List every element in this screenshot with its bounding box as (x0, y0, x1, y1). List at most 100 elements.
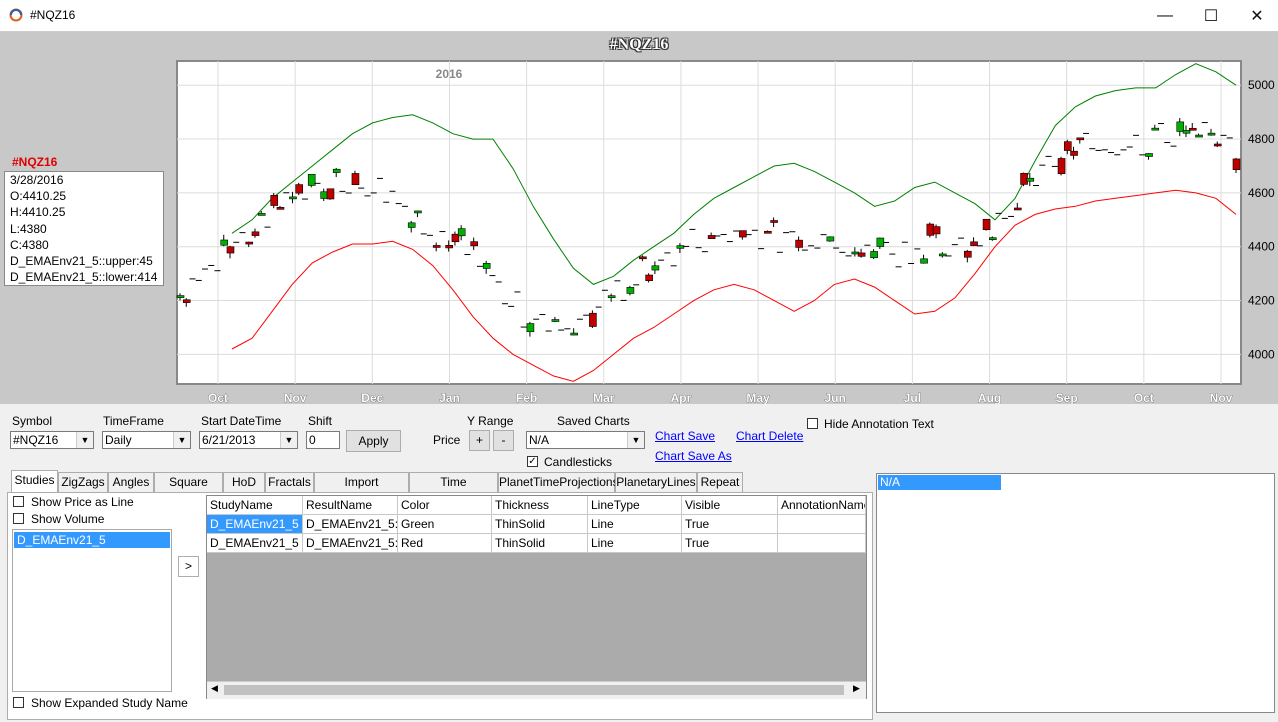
price-label: Price (433, 433, 461, 447)
annotation-list[interactable]: N/A (876, 473, 1275, 713)
grid-cell[interactable]: Red (398, 534, 492, 553)
x-tick-label: Nov (1210, 391, 1233, 404)
show-volume-checkbox[interactable] (13, 513, 24, 524)
grid-cell[interactable]: D_EMAEnv21_5 (207, 515, 303, 534)
tab-time-projections[interactable]: Time Projections (409, 472, 498, 507)
candle-body (1057, 158, 1066, 175)
chevron-down-icon: ▼ (280, 432, 297, 448)
grid-cell[interactable]: Line (588, 515, 682, 534)
grid-col-resultname[interactable]: ResultName (303, 496, 398, 515)
price-chart[interactable]: 5000 4800 4600 4400 4200 4000 Oct Nov Dec Jan Feb M… (0, 32, 1278, 404)
tab-import-ephemeris[interactable]: Import Ephemeris (314, 472, 409, 507)
candle-body (970, 241, 978, 246)
saved-charts-select[interactable]: N/A ▼ (526, 431, 645, 449)
grid-col-studyname[interactable]: StudyName (207, 496, 303, 515)
chart-save-as-link[interactable]: Chart Save As (655, 449, 732, 463)
studies-grid[interactable]: StudyName ResultName Color Thickness Lin… (206, 495, 867, 699)
grid-cell[interactable]: ThinSolid (492, 534, 588, 553)
show-price-line-checkbox[interactable] (13, 496, 24, 507)
chart-delete-link[interactable]: Chart Delete (736, 429, 804, 443)
x-tick-label: Oct (208, 391, 228, 404)
start-datetime-picker[interactable]: 6/21/2013 ▼ (199, 431, 298, 449)
grid-cell[interactable]: D_EMAEnv21_5::u (303, 515, 398, 534)
candle-body (1026, 177, 1035, 182)
chevron-down-icon: ▼ (627, 432, 644, 448)
yrange-label: Y Range (467, 414, 514, 428)
databox-date: 3/28/2016 (10, 173, 64, 187)
x-tick-label: Mar (593, 391, 615, 404)
tab-studies[interactable]: Studies (11, 470, 58, 493)
tab-planet-time-projections[interactable]: PlanetTimeProjections (498, 472, 619, 492)
tab-repeat[interactable]: Repeat (697, 472, 743, 492)
grid-cell[interactable]: D_EMAEnv21_5 (207, 534, 303, 553)
show-expanded-checkbox[interactable] (13, 697, 24, 708)
close-button[interactable]: ✕ (1250, 7, 1264, 25)
table-row[interactable]: D_EMAEnv21_5 D_EMAEnv21_5::u Green ThinS… (207, 515, 866, 534)
symbol-value: #NQZ16 (13, 433, 59, 447)
grid-cell[interactable] (778, 534, 866, 553)
scroll-right-icon[interactable]: ▶ (853, 683, 860, 693)
timeframe-select[interactable]: Daily ▼ (102, 431, 191, 449)
grid-col-visible[interactable]: Visible (682, 496, 778, 515)
tab-hod[interactable]: HoD (223, 472, 265, 492)
candle-body (639, 256, 647, 260)
grid-col-annotationname[interactable]: AnnotationName (778, 496, 866, 515)
tab-angles[interactable]: Angles (108, 472, 154, 492)
grid-cell[interactable]: ThinSolid (492, 515, 588, 534)
grid-cell[interactable]: True (682, 515, 778, 534)
grid-cell[interactable]: D_EMAEnv21_5::lo (303, 534, 398, 553)
grid-cell[interactable] (778, 515, 866, 534)
tab-zigzags[interactable]: ZigZags (58, 472, 108, 492)
candle-body (526, 323, 535, 333)
candle-body (1014, 207, 1022, 211)
y-tick-label: 4200 (1248, 294, 1275, 308)
candlesticks-label: Candlesticks (544, 455, 613, 469)
candle-body (1063, 141, 1072, 151)
candle-body (270, 195, 279, 206)
symbol-select[interactable]: #NQZ16 ▼ (10, 431, 94, 449)
hide-annotation-checkbox[interactable] (807, 418, 818, 429)
grid-col-thickness[interactable]: Thickness (492, 496, 588, 515)
grid-col-color[interactable]: Color (398, 496, 492, 515)
tab-fractals[interactable]: Fractals (265, 472, 314, 492)
shift-input[interactable]: 0 (306, 431, 340, 449)
grid-cell[interactable]: True (682, 534, 778, 553)
tab-planetary-lines[interactable]: PlanetaryLines (615, 472, 697, 492)
scroll-left-icon[interactable]: ◀ (211, 683, 218, 693)
candle-body (607, 295, 616, 298)
timeframe-label: TimeFrame (103, 414, 164, 428)
candle-body (1188, 127, 1197, 131)
candle-body (414, 210, 422, 214)
grid-cell[interactable]: Green (398, 515, 492, 534)
table-row[interactable]: D_EMAEnv21_5 D_EMAEnv21_5::lo Red ThinSo… (207, 534, 866, 553)
yrange-plus-button[interactable]: + (469, 430, 490, 451)
candle-body (645, 274, 653, 282)
start-datetime-value: 6/21/2013 (202, 433, 256, 447)
add-study-button[interactable]: > (178, 556, 199, 577)
grid-cell[interactable]: Line (588, 534, 682, 553)
grid-col-linetype[interactable]: LineType (588, 496, 682, 515)
candle-body (351, 173, 360, 186)
annotation-list-item[interactable]: N/A (878, 475, 1001, 490)
saved-charts-value: N/A (529, 433, 550, 447)
studies-list-item[interactable]: D_EMAEnv21_5 (14, 532, 170, 548)
minimize-button[interactable]: — (1157, 6, 1173, 24)
candle-body (1076, 137, 1085, 141)
window-titlebar: #NQZ16 — ☐ ✕ (0, 0, 1278, 32)
chart-save-link[interactable]: Chart Save (655, 429, 716, 443)
candle-body (1213, 143, 1222, 147)
symbol-label: Symbol (12, 414, 53, 428)
tab-square-outs[interactable]: Square Outs (154, 472, 223, 507)
candle-body (1145, 153, 1153, 157)
studies-list[interactable]: D_EMAEnv21_5 (12, 529, 172, 692)
apply-button[interactable]: Apply (346, 430, 401, 452)
candle-body (289, 196, 297, 200)
grid-scrollbar[interactable]: ◀ ▶ (207, 681, 866, 699)
x-tick-label: Jul (904, 391, 921, 404)
candlesticks-checkbox[interactable]: ✓ (527, 456, 538, 467)
yrange-minus-button[interactable]: - (493, 430, 514, 451)
maximize-button[interactable]: ☐ (1203, 7, 1219, 25)
x-tick-label: Jan (439, 391, 460, 404)
candle-body (432, 245, 441, 248)
scroll-thumb[interactable] (224, 685, 844, 695)
